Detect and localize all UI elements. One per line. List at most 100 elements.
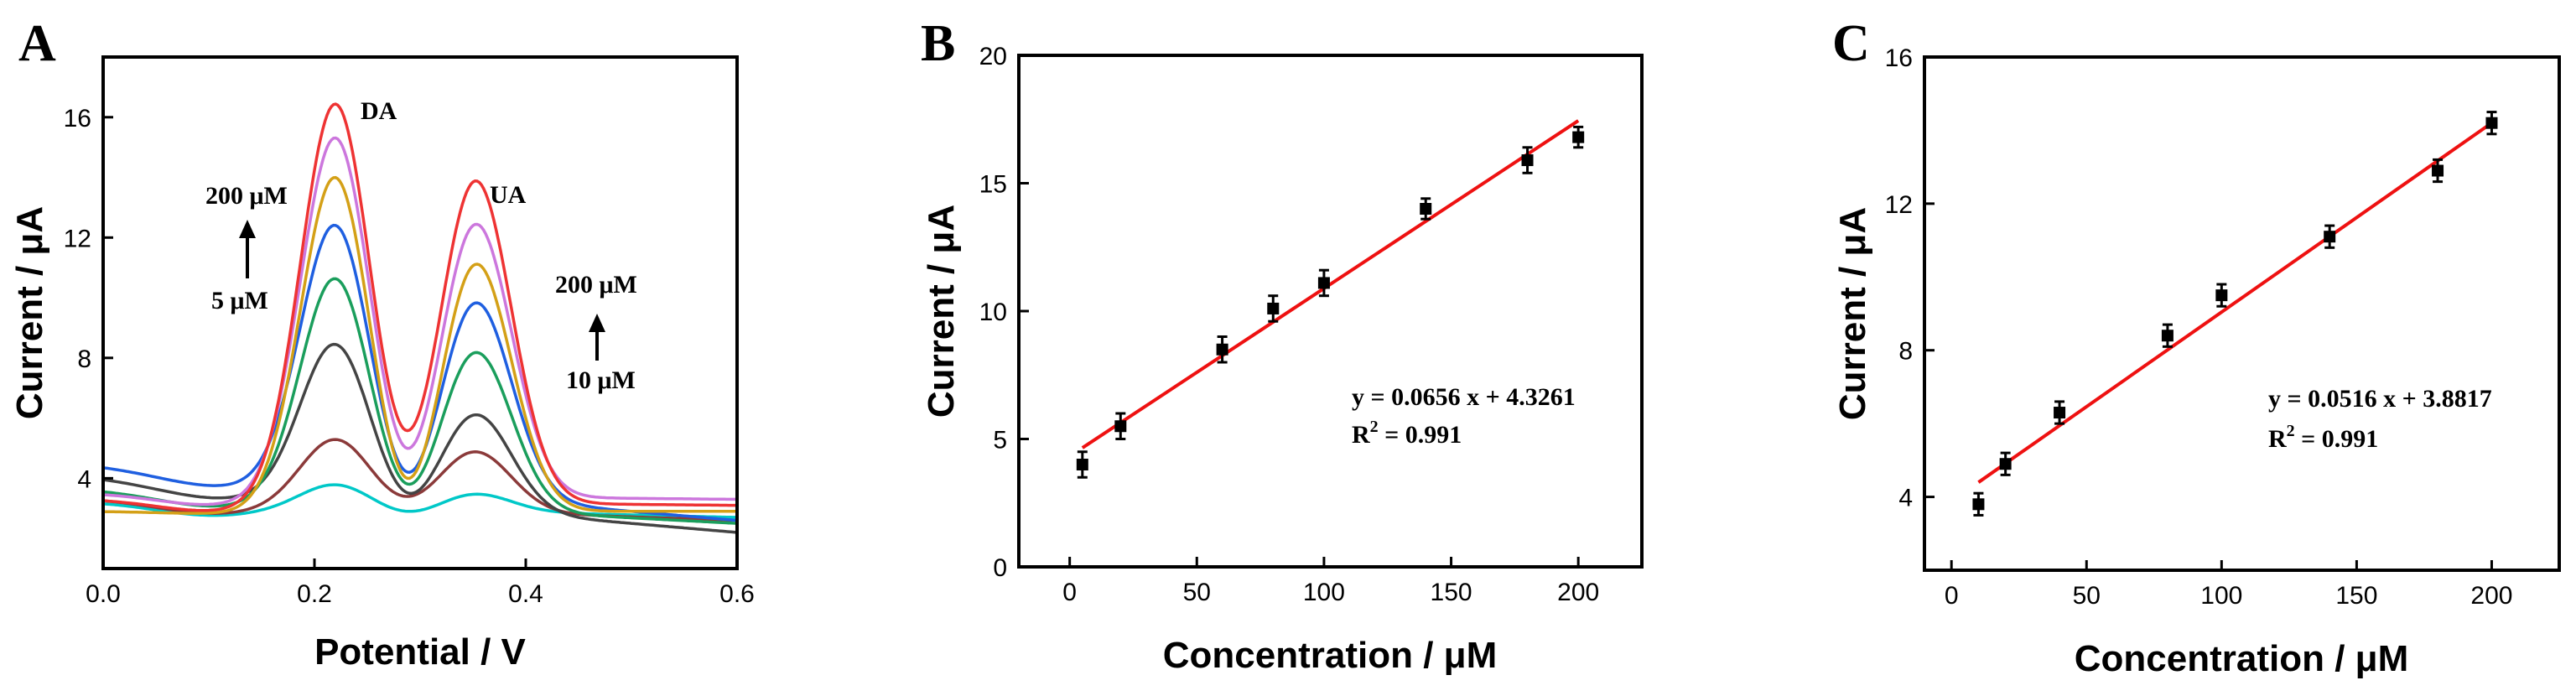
data-marker [2215, 289, 2228, 302]
panel-c: C 0 50 100 150 200 4 8 12 16 Concentration / μM… [1832, 15, 2561, 679]
y-tick-label: 5 [993, 427, 1007, 454]
x-tick-label: 0.4 [508, 580, 543, 608]
data-marker [2432, 164, 2444, 177]
y-tick-label: 16 [64, 105, 91, 132]
y-tick-label: 16 [1885, 44, 1913, 72]
x-tick-label: 0 [1062, 579, 1077, 606]
data-point [2432, 158, 2444, 184]
data-point [1420, 197, 1432, 221]
data-marker [2324, 231, 2336, 243]
data-point [2161, 323, 2174, 348]
y-tick-label: 0 [993, 554, 1007, 582]
data-point [2215, 283, 2228, 308]
x-tick-label: 0.6 [719, 580, 755, 608]
linear-fit-line [1977, 121, 2493, 484]
dpv-curve [102, 342, 738, 534]
y-tick-label: 12 [1885, 191, 1913, 219]
y-tick-label: 15 [979, 171, 1007, 199]
data-point [1076, 450, 1088, 479]
x-tick-label: 150 [1431, 579, 1472, 606]
data-point [1216, 335, 1228, 364]
panel-c-fit-equation: y = 0.0516 x + 3.8817 [2268, 385, 2492, 413]
data-point [2324, 224, 2336, 249]
panel-a: A 0.0 0.2 0.4 0.6 4 8 12 16 Potential / V Curr… [9, 15, 755, 673]
data-marker [1420, 203, 1432, 215]
data-marker [1076, 459, 1088, 470]
ua-high-concentration-label: 200 μM [555, 271, 637, 299]
data-marker [2485, 117, 2498, 129]
y-tick-label: 4 [77, 465, 91, 493]
ua-low-concentration-label: 10 μM [566, 366, 636, 394]
da-peak-label: DA [361, 97, 397, 125]
dpv-curve [102, 438, 738, 522]
data-point [1114, 412, 1127, 440]
panel-c-x-axis: 0 50 100 150 200 [1945, 560, 2512, 610]
panel-b-x-axis: 0 50 100 150 200 [1062, 557, 1599, 606]
data-marker [1317, 277, 1330, 289]
data-point [1999, 451, 2012, 476]
x-tick-label: 0.2 [297, 580, 332, 608]
data-marker [1999, 458, 2012, 470]
panel-b-frame [1017, 54, 1644, 569]
y-tick-label: 10 [979, 299, 1007, 326]
data-marker [1972, 498, 1985, 511]
data-marker [2054, 407, 2066, 419]
data-point [2054, 400, 2066, 425]
data-point [1972, 491, 1985, 517]
panel-b: B 0 50 100 150 200 0 5 10 15 20 Concentration / … [921, 15, 1644, 676]
dpv-curve [102, 483, 738, 519]
x-tick-label: 0 [1945, 582, 1959, 610]
x-tick-label: 50 [1183, 579, 1211, 606]
x-tick-label: 100 [1303, 579, 1345, 606]
data-marker [1572, 131, 1585, 143]
dpv-curve [102, 277, 738, 525]
data-point [1317, 268, 1330, 298]
data-marker [1267, 302, 1280, 314]
panel-b-r-squared: R2 = 0.991 [1352, 418, 1462, 449]
data-point [2485, 111, 2498, 136]
y-tick-label: 8 [1898, 338, 1913, 366]
panel-b-letter: B [921, 15, 955, 72]
panel-c-fit-line [1977, 121, 2493, 484]
x-tick-label: 0.0 [86, 580, 121, 608]
data-point [1572, 125, 1585, 149]
data-point [1267, 294, 1280, 323]
y-tick-label: 4 [1898, 485, 1913, 512]
dpv-curve [102, 102, 737, 512]
dpv-curve [102, 136, 738, 506]
panel-c-r-squared: R2 = 0.991 [2268, 422, 2378, 453]
panel-c-frame [1923, 55, 2561, 572]
data-marker [1216, 343, 1228, 356]
data-marker [1114, 420, 1127, 433]
x-tick-label: 50 [2073, 582, 2101, 610]
data-marker [2161, 330, 2174, 342]
panel-a-x-axis-title: Potential / V [314, 631, 526, 673]
da-increase-arrow-icon [239, 220, 256, 278]
panel-b-y-axis: 0 5 10 15 20 [979, 43, 1029, 582]
x-tick-label: 100 [2200, 582, 2242, 610]
y-tick-label: 8 [77, 345, 91, 373]
panel-a-letter: A [18, 15, 56, 72]
panel-c-letter: C [1832, 15, 1870, 72]
panel-a-frame [101, 55, 739, 570]
y-tick-label: 12 [64, 225, 91, 252]
x-tick-label: 200 [2470, 582, 2512, 610]
panel-b-y-axis-title: Current / μA [921, 205, 962, 418]
panel-c-y-axis: 4 8 12 16 [1885, 44, 1935, 512]
da-high-concentration-label: 200 μM [205, 182, 288, 210]
panel-b-x-axis-title: Concentration / μM [1163, 635, 1497, 676]
panel-b-points [1076, 125, 1585, 479]
y-tick-label: 20 [979, 43, 1007, 70]
ua-increase-arrow-icon [589, 314, 605, 361]
data-marker [1521, 154, 1534, 167]
panel-a-curves [102, 102, 738, 534]
panel-a-x-axis: 0.0 0.2 0.4 0.6 [86, 558, 755, 608]
panel-c-x-axis-title: Concentration / μM [2075, 638, 2408, 679]
data-point [1521, 146, 1534, 174]
panel-c-points [1972, 111, 2498, 517]
ua-peak-label: UA [490, 181, 527, 209]
x-tick-label: 150 [2335, 582, 2377, 610]
panel-a-y-axis: 4 8 12 16 [64, 105, 113, 493]
panel-a-y-axis-title: Current / μA [9, 206, 50, 419]
